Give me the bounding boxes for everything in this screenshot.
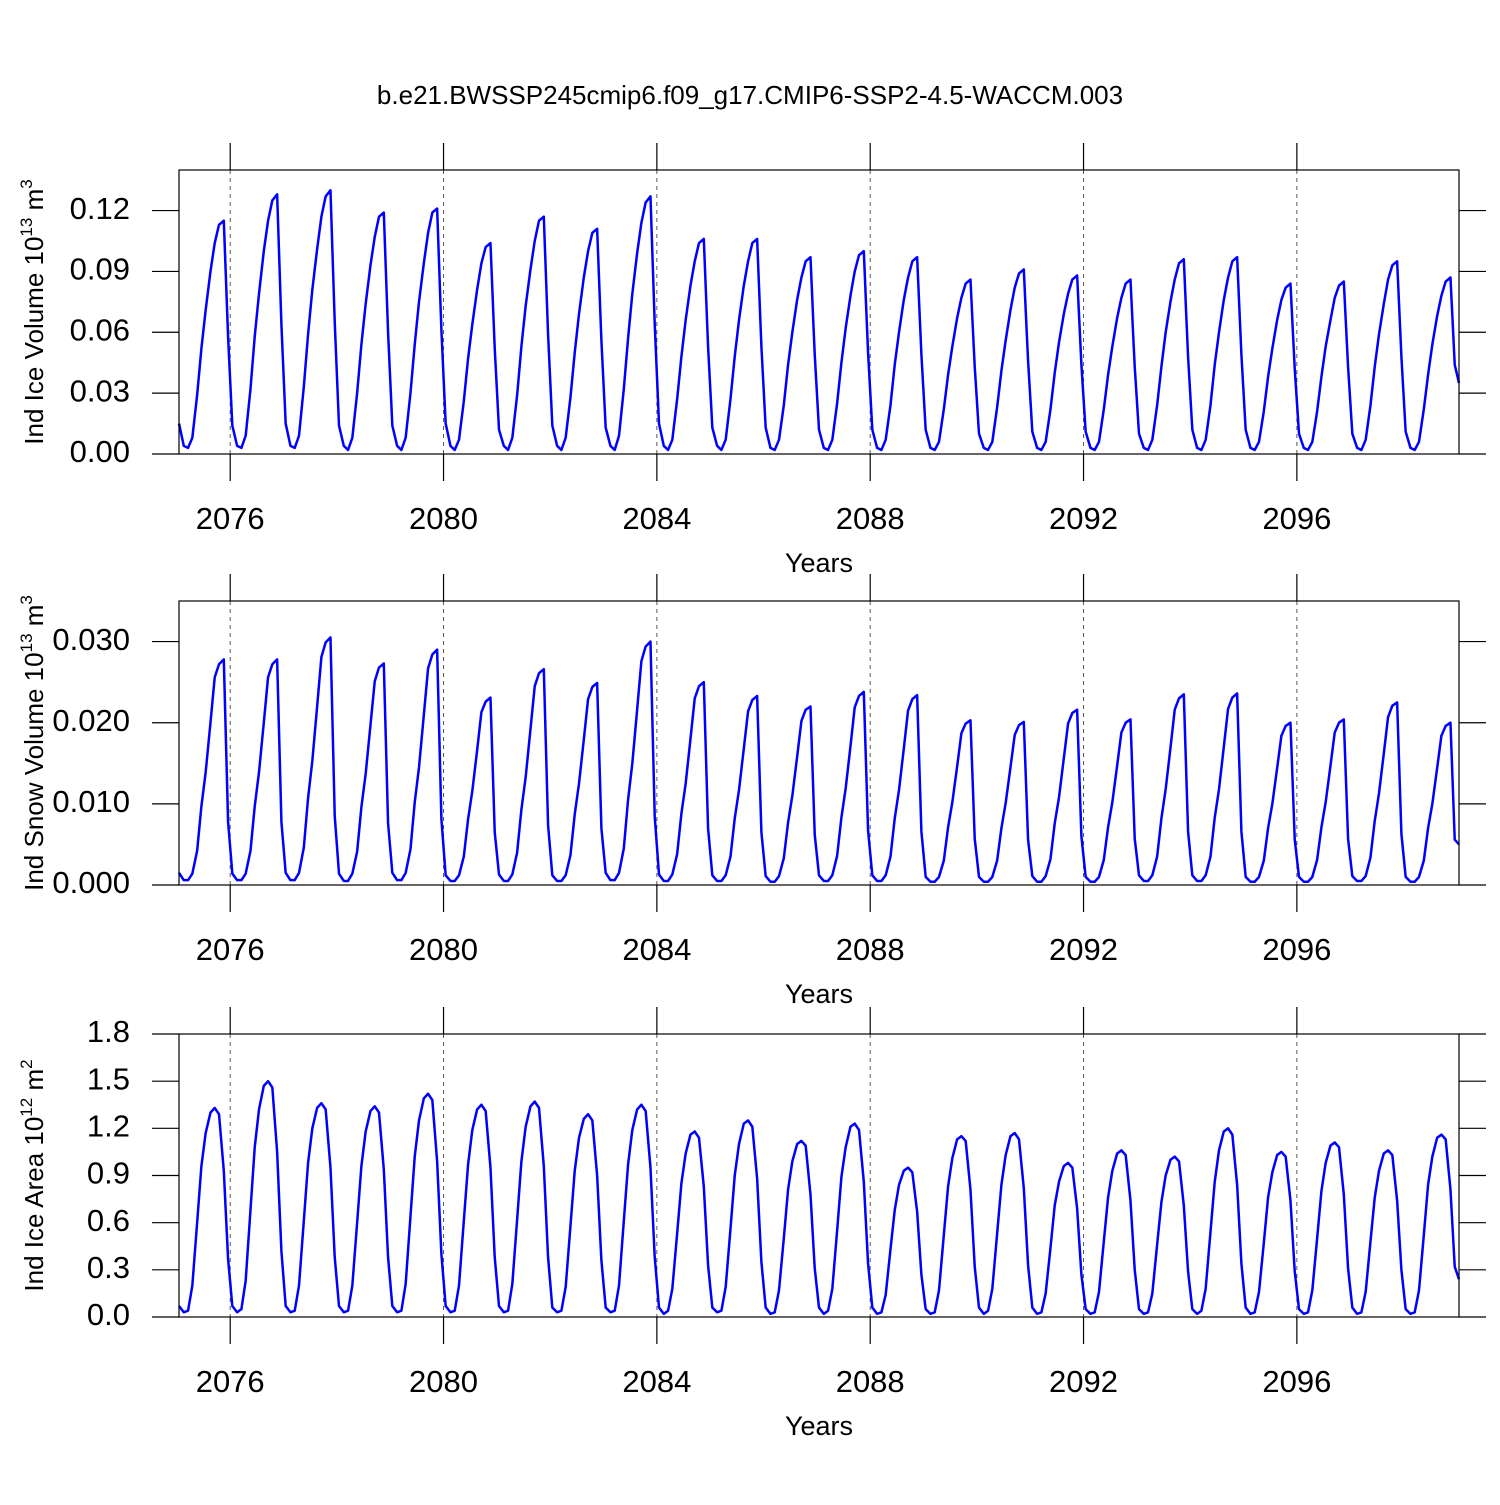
y-label-unit-exp: 3	[17, 595, 36, 604]
x-tick-label: 2092	[1049, 1364, 1118, 1399]
y-tick-label: 0.020	[52, 703, 130, 738]
y-tick-label: 0.3	[87, 1250, 130, 1285]
x-tick-label: 2096	[1262, 1364, 1331, 1399]
data-line	[177, 189, 1461, 452]
x-tick-label: 2096	[1262, 501, 1331, 536]
y-label-text: Ind Snow Volume 10	[19, 652, 49, 891]
x-tick-label: 2080	[409, 932, 478, 967]
x-tick-label: 2084	[622, 1364, 691, 1399]
data-line	[177, 636, 1460, 883]
y-label-unit-exp: 2	[17, 1059, 36, 1068]
y-tick-label: 0.9	[87, 1156, 130, 1191]
plot-frame	[178, 600, 1460, 886]
x-tick-label: 2076	[196, 1364, 265, 1399]
data-line	[178, 1079, 1461, 1316]
x-tick-label: 2084	[622, 932, 691, 967]
y-tick-label: 0.010	[52, 784, 130, 819]
x-axis-label: Years	[785, 979, 853, 1009]
y-tick-label: 0.03	[70, 373, 130, 408]
y-tick-label: 0.00	[70, 434, 130, 469]
plot-frame	[178, 1033, 1460, 1318]
y-label-unit-exp: 3	[17, 179, 36, 188]
y-label-text: Ind Ice Volume 10	[19, 237, 49, 445]
page-title: b.e21.BWSSP245cmip6.f09_g17.CMIP6-SSP2-4…	[377, 80, 1123, 110]
y-label-text: Ind Ice Area 10	[19, 1117, 49, 1292]
y-tick-label: 0.6	[87, 1203, 130, 1238]
y-label-unit: m	[19, 189, 49, 218]
x-tick-label: 2092	[1049, 501, 1118, 536]
x-tick-label: 2084	[622, 501, 691, 536]
y-tick-label: 0.030	[52, 622, 130, 657]
y-tick-label: 1.2	[87, 1109, 130, 1144]
y-axis-label: Ind Ice Volume 1013 m3	[17, 179, 49, 444]
y-label-unit: m	[19, 605, 49, 634]
y-tick-label: 0.12	[70, 191, 130, 226]
x-tick-label: 2076	[196, 501, 265, 536]
x-axis-label: Years	[785, 548, 853, 578]
plot-frame	[178, 169, 1460, 455]
y-tick-label: 0.0	[87, 1297, 130, 1332]
x-tick-label: 2080	[409, 1364, 478, 1399]
y-tick-label: 0.09	[70, 252, 130, 287]
y-label-exp: 13	[17, 218, 36, 237]
y-tick-label: 1.5	[87, 1061, 130, 1096]
y-tick-label: 1.8	[87, 1014, 130, 1049]
x-tick-label: 2088	[836, 501, 905, 536]
y-label-exp: 13	[17, 633, 36, 652]
x-tick-label: 2080	[409, 501, 478, 536]
x-tick-label: 2092	[1049, 932, 1118, 967]
y-tick-label: 0.06	[70, 312, 130, 347]
x-tick-label: 2076	[196, 932, 265, 967]
x-tick-label: 2096	[1262, 932, 1331, 967]
y-label-unit: m	[19, 1069, 49, 1098]
x-axis-label: Years	[785, 1411, 853, 1441]
y-tick-label: 0.000	[52, 865, 130, 900]
y-axis-label: Ind Snow Volume 1013 m3	[17, 595, 49, 891]
y-axis-label: Ind Ice Area 1012 m2	[17, 1059, 49, 1291]
y-label-exp: 12	[17, 1098, 36, 1117]
x-tick-label: 2088	[836, 1364, 905, 1399]
x-tick-label: 2088	[836, 932, 905, 967]
